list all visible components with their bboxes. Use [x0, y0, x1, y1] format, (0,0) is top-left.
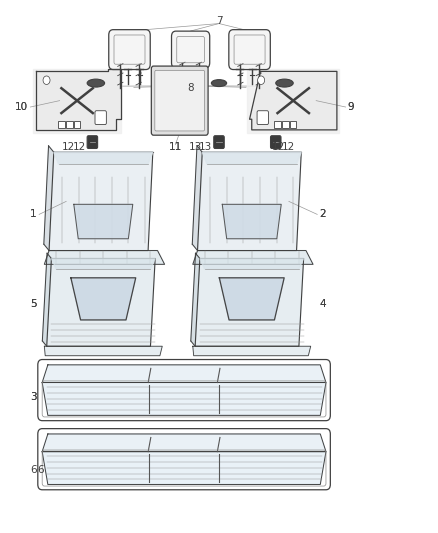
- Bar: [58, 122, 65, 128]
- Bar: [74, 122, 81, 128]
- Ellipse shape: [87, 79, 105, 87]
- Polygon shape: [247, 69, 339, 133]
- Text: 12: 12: [271, 142, 285, 152]
- Polygon shape: [33, 69, 121, 133]
- Polygon shape: [74, 204, 133, 239]
- FancyBboxPatch shape: [172, 31, 210, 68]
- Text: 4: 4: [319, 298, 326, 309]
- Polygon shape: [195, 259, 304, 346]
- Polygon shape: [71, 278, 136, 320]
- Text: 5: 5: [30, 298, 37, 309]
- Polygon shape: [193, 346, 311, 356]
- Text: 2: 2: [319, 209, 326, 220]
- Ellipse shape: [276, 79, 293, 87]
- Text: 12: 12: [282, 142, 296, 152]
- FancyBboxPatch shape: [214, 136, 224, 149]
- Text: 5: 5: [30, 298, 37, 309]
- Text: 3: 3: [30, 392, 37, 402]
- Text: 2: 2: [319, 209, 326, 220]
- Text: 6: 6: [37, 465, 43, 474]
- Polygon shape: [42, 365, 326, 383]
- Bar: [66, 122, 73, 128]
- FancyBboxPatch shape: [229, 30, 270, 69]
- Text: 7: 7: [215, 16, 223, 26]
- Polygon shape: [193, 251, 313, 264]
- Ellipse shape: [212, 79, 226, 86]
- Polygon shape: [222, 204, 281, 239]
- Text: 12: 12: [73, 142, 86, 152]
- Polygon shape: [42, 253, 51, 346]
- Polygon shape: [219, 278, 284, 320]
- Polygon shape: [42, 451, 326, 484]
- Polygon shape: [192, 146, 202, 251]
- Text: 11: 11: [169, 142, 182, 152]
- FancyBboxPatch shape: [151, 66, 208, 135]
- Polygon shape: [35, 69, 121, 130]
- Polygon shape: [44, 251, 165, 264]
- Polygon shape: [49, 152, 153, 251]
- FancyBboxPatch shape: [87, 136, 98, 149]
- Text: 9: 9: [348, 102, 354, 112]
- Bar: [274, 122, 281, 128]
- Polygon shape: [51, 259, 155, 269]
- Text: 3: 3: [30, 392, 37, 402]
- Circle shape: [258, 76, 265, 84]
- FancyBboxPatch shape: [257, 111, 268, 125]
- FancyBboxPatch shape: [155, 70, 205, 131]
- Text: 1: 1: [30, 209, 37, 220]
- FancyBboxPatch shape: [271, 136, 281, 149]
- Text: 13: 13: [188, 142, 201, 152]
- Polygon shape: [42, 383, 326, 415]
- Polygon shape: [250, 71, 337, 130]
- Polygon shape: [200, 259, 304, 269]
- Bar: [290, 122, 297, 128]
- Text: 6: 6: [30, 465, 37, 474]
- Text: 9: 9: [348, 102, 354, 112]
- Polygon shape: [198, 152, 301, 251]
- Text: 4: 4: [319, 298, 326, 309]
- Polygon shape: [54, 152, 153, 164]
- Text: 10: 10: [15, 102, 28, 112]
- Polygon shape: [47, 259, 155, 346]
- Polygon shape: [202, 152, 301, 164]
- Text: 8: 8: [187, 83, 194, 93]
- Text: 1: 1: [30, 209, 37, 220]
- Text: 10: 10: [15, 102, 28, 112]
- Polygon shape: [44, 346, 162, 356]
- Polygon shape: [44, 146, 54, 251]
- FancyBboxPatch shape: [109, 30, 150, 69]
- Bar: [282, 122, 289, 128]
- FancyBboxPatch shape: [95, 111, 106, 125]
- Text: 13: 13: [199, 142, 212, 152]
- Circle shape: [43, 76, 50, 84]
- Text: 12: 12: [62, 142, 75, 152]
- Text: 11: 11: [169, 142, 182, 152]
- Polygon shape: [191, 253, 200, 346]
- Polygon shape: [42, 434, 326, 451]
